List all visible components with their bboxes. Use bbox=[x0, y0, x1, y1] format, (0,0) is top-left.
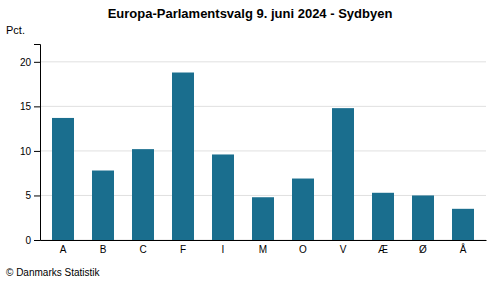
x-tick: I bbox=[222, 244, 225, 255]
bar bbox=[212, 154, 234, 240]
x-tick: F bbox=[180, 244, 186, 255]
grid-line bbox=[40, 106, 486, 107]
y-tick-mark bbox=[34, 240, 40, 241]
plot-area: 0 5 10 15 20 A B C F I M O V Æ Ø Å bbox=[20, 45, 487, 256]
y-tick-label: 5 bbox=[25, 190, 31, 201]
x-tick-label: O bbox=[299, 244, 307, 255]
x-tick: C bbox=[139, 244, 146, 255]
y-axis-line bbox=[34, 45, 41, 241]
grid-line bbox=[40, 61, 486, 62]
x-tick-label: Å bbox=[460, 243, 467, 255]
x-tick-label: Æ bbox=[378, 244, 388, 255]
grid bbox=[40, 62, 486, 240]
bar bbox=[452, 209, 474, 240]
chart-container: Europa-Parlamentsvalg 9. juni 2024 - Syd… bbox=[0, 0, 500, 282]
bar bbox=[372, 193, 394, 240]
x-tick: A bbox=[60, 244, 67, 255]
x-tick-label: Ø bbox=[419, 244, 427, 255]
bars bbox=[52, 73, 474, 240]
y-tick-label: 20 bbox=[20, 57, 32, 68]
y-tick-label: 0 bbox=[25, 235, 31, 246]
x-tick-label: B bbox=[100, 244, 107, 255]
bar bbox=[172, 73, 194, 240]
y-tick-mark bbox=[34, 151, 40, 152]
y-tick: 5 bbox=[25, 190, 40, 201]
y-tick-mark bbox=[34, 195, 40, 196]
x-tick: Å bbox=[460, 243, 467, 255]
y-tick: 0 bbox=[25, 235, 40, 246]
x-tick-label: M bbox=[259, 244, 267, 255]
grid-line bbox=[40, 150, 486, 151]
y-tick: 20 bbox=[20, 57, 40, 68]
x-axis-line bbox=[41, 240, 487, 241]
y-tick: 10 bbox=[20, 146, 40, 157]
bar bbox=[292, 179, 314, 240]
y-tick-mark bbox=[34, 62, 40, 63]
x-tick-label: C bbox=[139, 244, 146, 255]
bar bbox=[412, 195, 434, 240]
bar bbox=[132, 149, 154, 240]
x-tick-label: I bbox=[222, 244, 225, 255]
x-axis: ABCFIMOVÆØÅ bbox=[41, 241, 487, 256]
x-tick: Æ bbox=[378, 244, 388, 255]
bar bbox=[92, 171, 114, 240]
y-axis: 0 5 10 15 20 bbox=[20, 45, 41, 246]
x-tick-label: F bbox=[180, 244, 186, 255]
chart-svg: Europa-Parlamentsvalg 9. juni 2024 - Syd… bbox=[0, 0, 500, 282]
x-tick: B bbox=[100, 244, 107, 255]
x-tick: M bbox=[259, 244, 267, 255]
y-tick: 15 bbox=[20, 101, 40, 112]
bar bbox=[52, 118, 74, 240]
footer: © Danmarks Statistik bbox=[6, 267, 101, 278]
y-tick-label: 10 bbox=[20, 146, 32, 157]
y-tick-mark bbox=[34, 106, 40, 107]
bar bbox=[332, 108, 354, 240]
y-tick-label: 15 bbox=[20, 101, 32, 112]
x-tick-label: V bbox=[340, 244, 347, 255]
x-tick: Ø bbox=[419, 244, 427, 255]
x-tick-label: A bbox=[60, 244, 67, 255]
x-tick: V bbox=[340, 244, 347, 255]
x-tick: O bbox=[299, 244, 307, 255]
bar bbox=[252, 197, 274, 240]
y-axis-title: Pct. bbox=[6, 24, 25, 36]
chart-title: Europa-Parlamentsvalg 9. juni 2024 - Syd… bbox=[108, 6, 393, 21]
